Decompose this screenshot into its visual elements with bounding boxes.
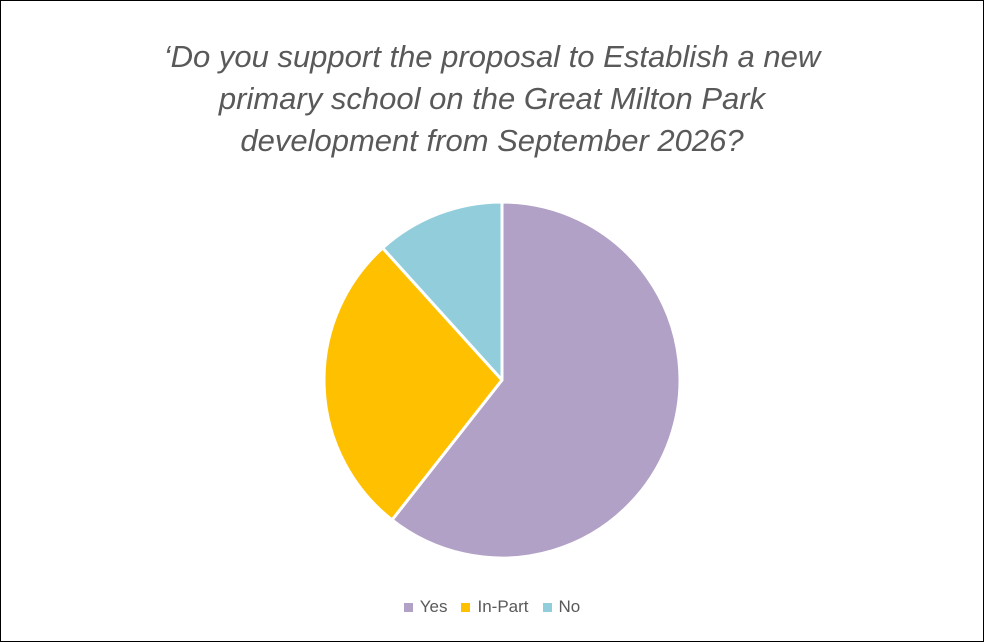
legend-swatch-no [543, 603, 552, 612]
legend-item-yes: Yes [404, 597, 448, 617]
legend-label-in-part: In-Part [477, 597, 528, 617]
legend-swatch-in-part [461, 603, 470, 612]
legend-item-no: No [543, 597, 581, 617]
legend-swatch-yes [404, 603, 413, 612]
legend-item-in-part: In-Part [461, 597, 528, 617]
legend-label-yes: Yes [420, 597, 448, 617]
legend-label-no: No [559, 597, 581, 617]
legend: Yes In-Part No [0, 597, 984, 617]
